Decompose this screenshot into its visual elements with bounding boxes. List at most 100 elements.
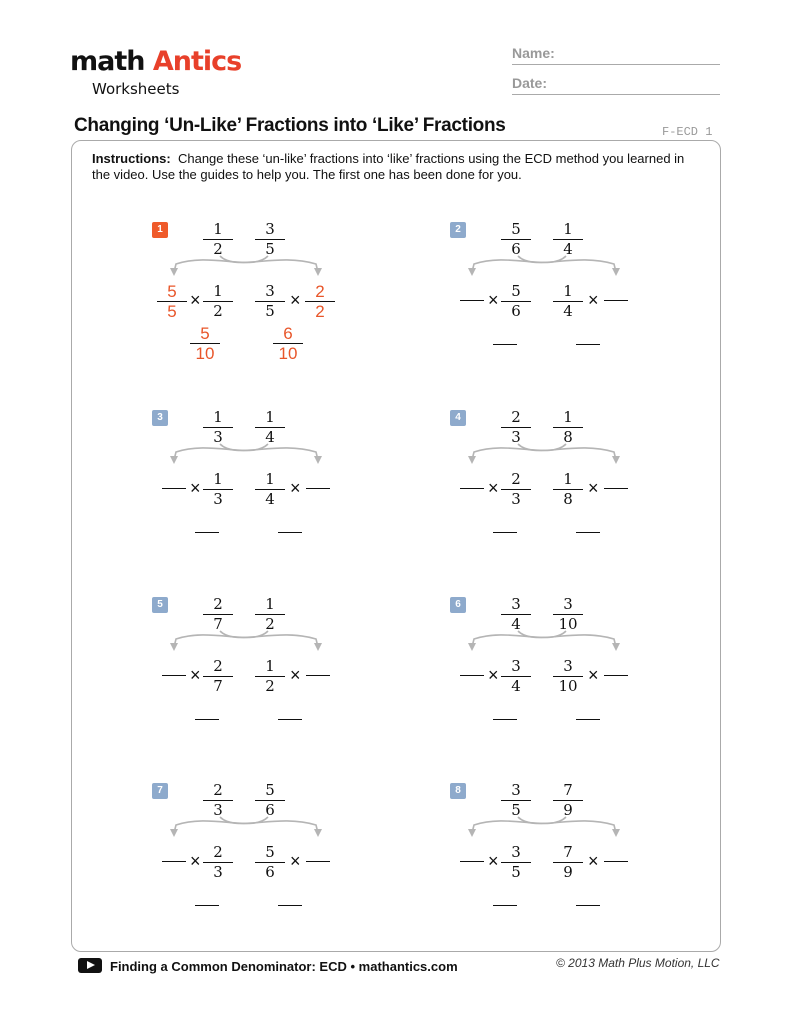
numerator: 5 [501, 282, 531, 302]
date-field[interactable]: Date: [512, 75, 720, 95]
answer-left-blank[interactable] [195, 532, 219, 533]
left-multiplier-blank[interactable] [162, 675, 186, 676]
fraction-b: 3 10 [553, 595, 583, 634]
numerator: 2 [305, 282, 335, 302]
answer-left-blank[interactable] [493, 532, 517, 533]
logo-subtitle: Worksheets [92, 80, 180, 98]
answer-right-blank[interactable] [576, 719, 600, 720]
numerator: 1 [255, 657, 285, 677]
fraction-b-copy: 3 10 [553, 657, 583, 696]
problem: 7 2 3 5 6 × 2 3 5 6 × [152, 781, 352, 923]
times-symbol: × [588, 665, 599, 685]
answer-right-blank[interactable] [576, 532, 600, 533]
arrowhead-left [468, 268, 476, 276]
cross-arrows [170, 255, 322, 276]
numerator: 3 [553, 657, 583, 677]
arrow-to-right [517, 443, 617, 461]
denominator: 8 [563, 428, 573, 446]
arrowhead-right [612, 456, 620, 464]
left-multiplier-blank[interactable] [162, 861, 186, 862]
problem: 6 3 4 3 10 × 3 4 3 10 × [450, 595, 650, 737]
denominator: 4 [563, 302, 573, 320]
right-multiplier-blank[interactable] [604, 300, 628, 301]
denominator: 5 [511, 863, 521, 881]
numerator: 1 [553, 470, 583, 490]
denominator: 6 [265, 863, 275, 881]
left-multiplier-blank[interactable] [460, 488, 484, 489]
arrow-to-left [471, 255, 567, 273]
left-multiplier-blank[interactable] [162, 488, 186, 489]
answer-left-blank[interactable] [493, 905, 517, 906]
denominator: 3 [213, 863, 223, 881]
name-field[interactable]: Name: [512, 45, 720, 65]
right-multiplier-blank[interactable] [604, 488, 628, 489]
right-multiplier-blank[interactable] [604, 861, 628, 862]
left-multiplier-blank[interactable] [460, 300, 484, 301]
arrowhead-left [170, 829, 178, 837]
times-symbol: × [290, 478, 301, 498]
arrowhead-right [314, 456, 322, 464]
arrowhead-left [170, 268, 178, 276]
logo: math Antics [70, 46, 242, 77]
numerator: 1 [203, 470, 233, 490]
numerator: 2 [203, 843, 233, 863]
problem-number-badge: 4 [450, 410, 466, 426]
denominator: 3 [213, 428, 223, 446]
right-multiplier-blank[interactable] [306, 488, 330, 489]
cross-arrows [468, 816, 620, 837]
right-multiplier-blank[interactable] [306, 675, 330, 676]
left-multiplier-blank[interactable] [460, 675, 484, 676]
answer-right-blank[interactable] [278, 532, 302, 533]
play-icon[interactable] [78, 958, 102, 973]
denominator: 4 [265, 490, 275, 508]
arrow-to-left [173, 443, 269, 461]
problem-number-badge: 6 [450, 597, 466, 613]
answer-right: 6 10 [273, 324, 303, 363]
answer-left-blank[interactable] [195, 905, 219, 906]
answer-right-blank[interactable] [576, 344, 600, 345]
problem-number-badge: 1 [152, 222, 168, 238]
right-multiplier-blank[interactable] [604, 675, 628, 676]
numerator: 2 [501, 408, 531, 428]
times-symbol: × [488, 851, 499, 871]
answer-right-blank[interactable] [576, 905, 600, 906]
numerator: 5 [255, 781, 285, 801]
instructions: Instructions: Change these ‘un-like’ fra… [92, 151, 702, 183]
times-symbol: × [588, 290, 599, 310]
answer-right-blank[interactable] [278, 719, 302, 720]
arrow-to-right [219, 255, 319, 273]
arrowhead-right [612, 829, 620, 837]
denominator: 4 [563, 240, 573, 258]
answer-right-blank[interactable] [278, 905, 302, 906]
arrow-to-left [471, 443, 567, 461]
numerator: 2 [203, 595, 233, 615]
instructions-label: Instructions: [92, 151, 171, 166]
right-multiplier-blank[interactable] [306, 861, 330, 862]
denominator: 5 [265, 302, 275, 320]
arrow-to-left [471, 816, 567, 834]
answer-left-blank[interactable] [493, 344, 517, 345]
cross-arrows [170, 816, 322, 837]
arrow-to-right [219, 816, 319, 834]
arrowhead-right [612, 268, 620, 276]
left-multiplier-blank[interactable] [460, 861, 484, 862]
denominator: 4 [511, 615, 521, 633]
answer-left-blank[interactable] [195, 719, 219, 720]
answer-left-blank[interactable] [493, 719, 517, 720]
denominator: 3 [511, 428, 521, 446]
cross-arrows [468, 630, 620, 651]
arrowhead-left [468, 829, 476, 837]
